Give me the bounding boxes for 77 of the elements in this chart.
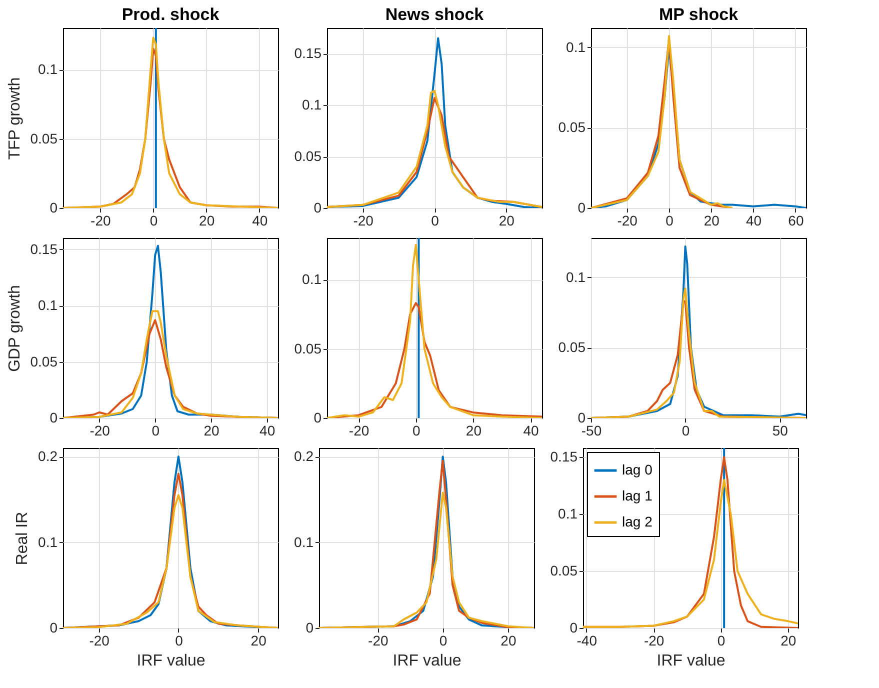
x-tick-label: -40 xyxy=(576,632,598,648)
x-tick-label: 0 xyxy=(412,422,420,438)
y-tick-label: 0.15 xyxy=(550,448,578,465)
y-tick-label: 0.05 xyxy=(30,353,58,370)
y-tick-label: 0.05 xyxy=(294,340,322,356)
x-tick-label: -20 xyxy=(90,422,110,438)
y-tick-label: 0.1 xyxy=(558,506,578,522)
x-tick-label: 40 xyxy=(523,422,540,438)
y-tick-label: 0.1 xyxy=(38,297,58,313)
y-tick-label: 0 xyxy=(50,410,58,426)
legend-label: lag 2 xyxy=(622,514,653,530)
y-tick-label: 0 xyxy=(314,410,322,426)
chart-title: MP shock xyxy=(658,5,739,24)
x-tick-label: -20 xyxy=(368,632,388,648)
x-tick-label: 20 xyxy=(250,632,267,648)
x-axis-title: IRF value xyxy=(136,652,206,670)
legend-label: lag 1 xyxy=(622,488,653,504)
y-axis-title: TFP growth xyxy=(6,77,24,160)
x-tick-label: 0 xyxy=(431,212,440,228)
y-tick-label: 0.1 xyxy=(38,61,58,78)
chart-title: News shock xyxy=(385,5,484,24)
x-tick-label: 40 xyxy=(252,212,268,228)
x-tick-label: -20 xyxy=(644,632,664,648)
y-tick-label: 0.1 xyxy=(302,96,322,113)
x-tick-label: 0 xyxy=(175,632,184,648)
x-tick-label: 20 xyxy=(780,632,796,648)
x-tick-label: 20 xyxy=(704,212,720,228)
x-tick-label: 0 xyxy=(150,212,158,228)
x-tick-label: -20 xyxy=(353,212,374,228)
y-tick-label: 0.1 xyxy=(38,534,58,550)
x-tick-label: 40 xyxy=(260,422,276,438)
y-tick-label: 0.1 xyxy=(566,38,586,55)
y-tick-label: 0 xyxy=(578,200,586,216)
x-tick-label: -20 xyxy=(90,212,111,228)
y-tick-label: 0.2 xyxy=(38,448,58,464)
x-tick-label: 20 xyxy=(466,422,482,438)
y-tick-label: 0.05 xyxy=(550,562,578,579)
x-tick-label: -50 xyxy=(581,422,602,438)
x-tick-label: -20 xyxy=(348,422,370,438)
y-tick-label: 0 xyxy=(306,620,314,636)
x-tick-label: 0 xyxy=(439,632,448,648)
x-axis-title: IRF value xyxy=(392,652,462,670)
x-tick-label: -20 xyxy=(89,632,110,648)
x-tick-label: -20 xyxy=(617,212,638,228)
y-tick-label: 0.15 xyxy=(294,45,322,62)
x-tick-label: 20 xyxy=(500,632,516,648)
y-tick-label: 0.1 xyxy=(302,271,322,288)
x-tick-label: 40 xyxy=(746,212,762,228)
x-axis-title: IRF value xyxy=(656,652,726,670)
x-tick-label: 0 xyxy=(682,422,690,438)
x-tick-label: 0 xyxy=(717,632,726,648)
x-tick-label: 20 xyxy=(199,212,215,228)
y-axis-title: Real IR xyxy=(14,512,32,566)
x-tick-label: 20 xyxy=(498,212,515,228)
x-tick-label: 50 xyxy=(772,422,788,438)
line-series xyxy=(319,492,534,628)
y-tick-label: 0 xyxy=(50,200,58,216)
y-tick-label: 0.05 xyxy=(30,130,58,146)
y-tick-label: 0.05 xyxy=(558,339,586,356)
y-tick-label: 0.05 xyxy=(294,148,322,164)
legend-label: lag 0 xyxy=(622,462,653,478)
x-tick-label: 20 xyxy=(204,422,220,438)
y-tick-label: 0 xyxy=(50,620,58,636)
y-tick-label: 0 xyxy=(314,200,322,216)
y-tick-label: 0.1 xyxy=(566,268,586,285)
x-tick-label: 0 xyxy=(152,422,160,438)
y-tick-label: 0.2 xyxy=(294,448,314,464)
x-tick-label: 60 xyxy=(788,212,804,228)
y-tick-label: 0 xyxy=(570,620,578,636)
line-series xyxy=(327,244,542,418)
y-tick-label: 0.1 xyxy=(294,534,314,550)
chart-title: Prod. shock xyxy=(122,5,220,24)
y-tick-label: 0 xyxy=(578,410,586,426)
y-axis-title: GDP growth xyxy=(6,285,24,372)
y-tick-label: 0.05 xyxy=(558,119,586,136)
y-tick-label: 0.15 xyxy=(30,240,58,257)
x-tick-label: 0 xyxy=(666,212,674,228)
